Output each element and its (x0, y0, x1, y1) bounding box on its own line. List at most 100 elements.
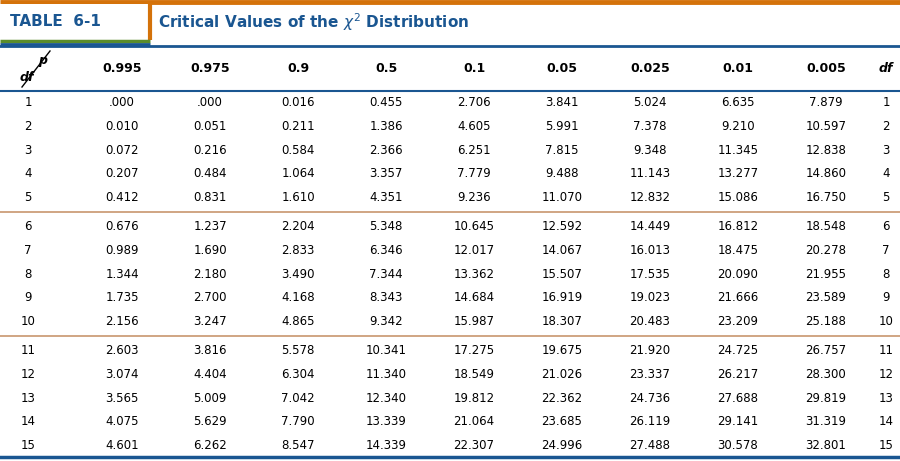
Text: .000: .000 (109, 96, 135, 109)
Text: 0.01: 0.01 (723, 63, 753, 76)
Text: 32.801: 32.801 (806, 439, 846, 452)
Text: 12.592: 12.592 (542, 220, 582, 233)
Text: 4.075: 4.075 (105, 415, 139, 428)
Text: 3.841: 3.841 (545, 96, 579, 109)
Text: 11.143: 11.143 (629, 167, 670, 180)
Text: 24.736: 24.736 (629, 391, 670, 404)
Text: 1.237: 1.237 (194, 220, 227, 233)
Text: 5.578: 5.578 (282, 344, 315, 357)
Text: 1.064: 1.064 (281, 167, 315, 180)
Text: 1: 1 (24, 96, 32, 109)
Text: 19.675: 19.675 (542, 344, 582, 357)
Text: 11: 11 (878, 344, 894, 357)
Text: 18.475: 18.475 (717, 244, 759, 257)
Text: 3: 3 (882, 143, 890, 156)
Text: 5.991: 5.991 (545, 120, 579, 133)
Text: 0.072: 0.072 (105, 143, 139, 156)
Text: 23.589: 23.589 (806, 291, 846, 304)
Text: 10.341: 10.341 (365, 344, 407, 357)
Text: 2.700: 2.700 (194, 291, 227, 304)
Text: 9.236: 9.236 (457, 191, 490, 204)
Text: 0.016: 0.016 (281, 96, 315, 109)
Text: 12.017: 12.017 (454, 244, 495, 257)
Text: 5.009: 5.009 (194, 391, 227, 404)
Text: 4.605: 4.605 (457, 120, 490, 133)
Text: 6.346: 6.346 (369, 244, 403, 257)
Text: 4: 4 (882, 167, 890, 180)
Text: 26.757: 26.757 (806, 344, 847, 357)
Text: 16.750: 16.750 (806, 191, 847, 204)
Text: 21.920: 21.920 (629, 344, 670, 357)
Text: 23.337: 23.337 (630, 368, 670, 381)
Text: df: df (20, 71, 34, 84)
Text: 18.549: 18.549 (454, 368, 494, 381)
Text: 0.975: 0.975 (190, 63, 230, 76)
Text: 0.484: 0.484 (194, 167, 227, 180)
Text: 22.362: 22.362 (542, 391, 582, 404)
Text: 30.578: 30.578 (717, 439, 759, 452)
Text: 24.996: 24.996 (542, 439, 582, 452)
Text: 1.386: 1.386 (369, 120, 403, 133)
Text: 0.989: 0.989 (105, 244, 139, 257)
Text: 8: 8 (882, 267, 890, 280)
Text: 31.319: 31.319 (806, 415, 847, 428)
Text: 7.378: 7.378 (634, 120, 667, 133)
Text: 12.340: 12.340 (365, 391, 407, 404)
Text: 2: 2 (24, 120, 32, 133)
Text: 10.597: 10.597 (806, 120, 847, 133)
Text: df: df (878, 63, 893, 76)
Text: 11.345: 11.345 (717, 143, 759, 156)
Text: 21.955: 21.955 (806, 267, 847, 280)
Text: 2.204: 2.204 (281, 220, 315, 233)
Text: 5.024: 5.024 (634, 96, 667, 109)
Text: 7.815: 7.815 (545, 143, 579, 156)
Text: 27.688: 27.688 (717, 391, 759, 404)
Text: 8.547: 8.547 (281, 439, 315, 452)
Text: 26.119: 26.119 (629, 415, 670, 428)
Text: 17.535: 17.535 (630, 267, 670, 280)
Text: 3.074: 3.074 (105, 368, 139, 381)
Text: 0.216: 0.216 (194, 143, 227, 156)
Text: 12: 12 (878, 368, 894, 381)
Text: 20.483: 20.483 (630, 315, 670, 328)
Text: 29.819: 29.819 (806, 391, 847, 404)
Text: 11: 11 (21, 344, 35, 357)
Text: 13.339: 13.339 (365, 415, 407, 428)
Text: 5.629: 5.629 (194, 415, 227, 428)
Text: .000: .000 (197, 96, 223, 109)
Text: 7.042: 7.042 (281, 391, 315, 404)
Text: 9.342: 9.342 (369, 315, 403, 328)
Text: 2.366: 2.366 (369, 143, 403, 156)
Text: 9.348: 9.348 (634, 143, 667, 156)
Text: 12.832: 12.832 (629, 191, 670, 204)
Text: 2.706: 2.706 (457, 96, 490, 109)
Text: 0.584: 0.584 (282, 143, 315, 156)
Text: 11.340: 11.340 (365, 368, 407, 381)
Text: 7: 7 (24, 244, 32, 257)
Text: 5: 5 (882, 191, 890, 204)
Text: 3.565: 3.565 (105, 391, 139, 404)
Text: 2.180: 2.180 (194, 267, 227, 280)
Text: 4.404: 4.404 (194, 368, 227, 381)
Text: 6.635: 6.635 (721, 96, 755, 109)
Text: 28.300: 28.300 (806, 368, 846, 381)
Text: 13: 13 (878, 391, 894, 404)
Text: 16.013: 16.013 (629, 244, 670, 257)
Text: 18.307: 18.307 (542, 315, 582, 328)
Text: 0.025: 0.025 (630, 63, 670, 76)
Text: 13: 13 (21, 391, 35, 404)
Text: 1: 1 (882, 96, 890, 109)
Text: 3.247: 3.247 (194, 315, 227, 328)
Text: 1.610: 1.610 (281, 191, 315, 204)
Text: 15.987: 15.987 (454, 315, 494, 328)
Text: 7: 7 (882, 244, 890, 257)
Text: 6.304: 6.304 (281, 368, 315, 381)
Text: 4.601: 4.601 (105, 439, 139, 452)
Text: 21.026: 21.026 (542, 368, 582, 381)
Text: 13.362: 13.362 (454, 267, 494, 280)
Text: 15.507: 15.507 (542, 267, 582, 280)
Text: 21.666: 21.666 (717, 291, 759, 304)
Text: 18.548: 18.548 (806, 220, 846, 233)
Text: 22.307: 22.307 (454, 439, 494, 452)
Text: 10: 10 (21, 315, 35, 328)
